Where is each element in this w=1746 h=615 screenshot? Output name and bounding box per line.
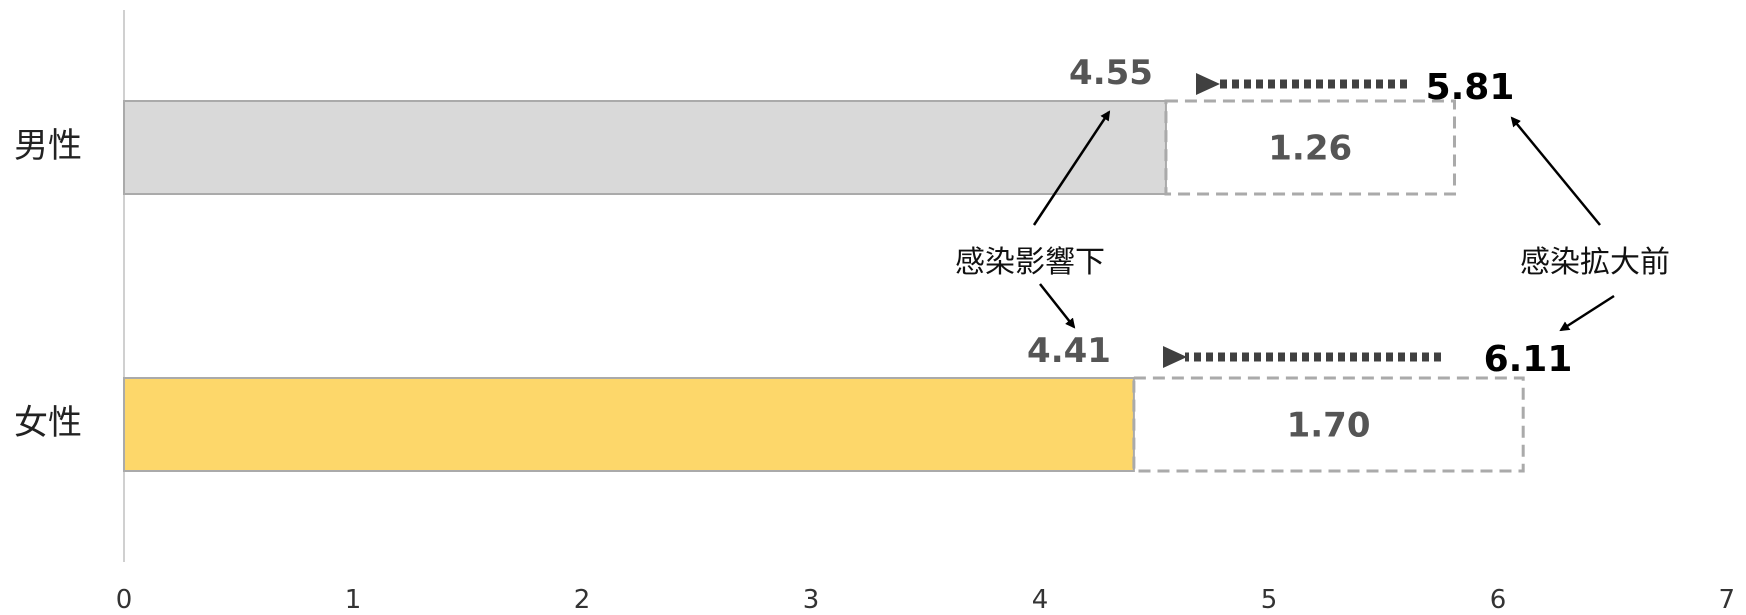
annotation-arrow-during-up: [1032, 110, 1111, 226]
x-axis-ticks: 0 1 2 3 4 5 6 7: [116, 585, 1735, 615]
annotation-before: 感染拡大前: [1520, 245, 1670, 280]
category-label-male: 男性: [14, 126, 82, 166]
x-tick-label: 6: [1490, 585, 1507, 615]
diff-label-female: 1.70: [1287, 406, 1371, 446]
x-tick-label: 7: [1718, 585, 1735, 615]
diff-label-male: 1.26: [1268, 129, 1352, 169]
value-label-female-after: 4.41: [1027, 331, 1111, 371]
x-tick-label: 5: [1261, 585, 1278, 615]
value-label-female-before: 6.11: [1484, 339, 1573, 380]
x-tick-label: 4: [1032, 585, 1049, 615]
x-tick-label: 1: [345, 585, 362, 615]
x-tick-label: 0: [116, 585, 133, 615]
x-tick-label: 3: [803, 585, 820, 615]
value-label-male-before: 5.81: [1426, 67, 1515, 108]
diff-box-female: [1132, 376, 1525, 473]
bar-female-after: [123, 377, 1135, 472]
annotation-arrow-during-down: [1039, 283, 1076, 329]
x-tick-label: 2: [574, 585, 591, 615]
category-label-female: 女性: [14, 403, 82, 443]
diff-box-male: [1164, 99, 1456, 196]
bar-male-after: [123, 100, 1167, 195]
annotation-during: 感染影響下: [955, 245, 1105, 280]
annotation-arrow-before-up: [1510, 116, 1601, 226]
value-label-male-after: 4.55: [1069, 53, 1153, 93]
annotation-arrow-before-down: [1559, 294, 1615, 332]
